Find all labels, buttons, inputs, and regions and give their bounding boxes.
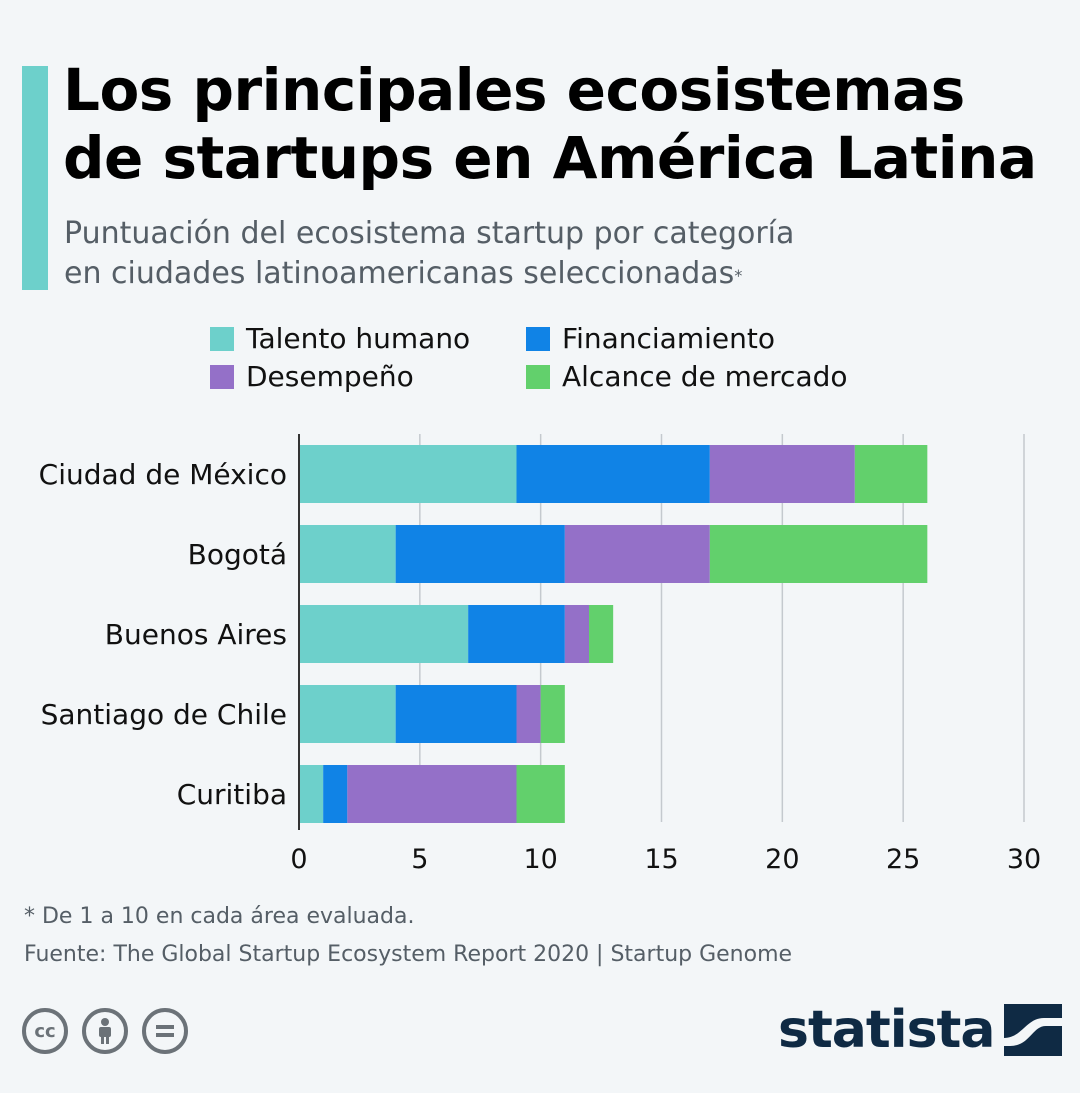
bar-segment (516, 445, 710, 503)
legend-item-financiamiento: Financiamiento (526, 322, 775, 355)
title-line-2: de startups en América Latina (63, 124, 1037, 192)
legend-label-alcance: Alcance de mercado (562, 360, 848, 393)
subtitle-line-1: Puntuación del ecosistema startup por ca… (64, 216, 795, 251)
chart-title: Los principales ecosistemas de startups … (63, 56, 1063, 192)
bar-segment (299, 685, 396, 743)
bar-segment (564, 605, 589, 663)
bar-segment (589, 605, 614, 663)
bar-segment (395, 525, 565, 583)
license-icons: cc (22, 1008, 188, 1054)
cc-icon[interactable]: cc (22, 1008, 68, 1054)
category-label: Ciudad de México (39, 458, 287, 491)
x-tick-label: 0 (290, 844, 307, 875)
x-tick-label: 10 (523, 844, 557, 875)
bar-chart: 0 5 10 15 20 25 30 Ciudad de México Bogotá Buenos… (39, 434, 1041, 875)
bar-segment (564, 525, 710, 583)
title-accent-bar (22, 66, 48, 290)
legend-label-talento: Talento humano (246, 322, 471, 355)
bar-segment (854, 445, 928, 503)
x-tick-label: 30 (1007, 844, 1041, 875)
legend-swatch-financiamiento (526, 326, 550, 351)
legend-swatch-desempeno (210, 364, 234, 389)
bar-segment (395, 685, 517, 743)
statista-mark-icon (1004, 1004, 1063, 1056)
bar-segment (323, 765, 348, 823)
footnote: * De 1 a 10 en cada área evaluada. (24, 904, 415, 929)
bar-segment (516, 765, 565, 823)
legend-item-desempeno: Desempeño (210, 360, 414, 393)
no-derivatives-icon[interactable] (142, 1008, 188, 1054)
subtitle-line-2-wrap: en ciudades latinoamericanas seleccionad… (64, 254, 964, 294)
category-label: Buenos Aires (105, 618, 287, 651)
x-tick-label: 25 (886, 844, 920, 875)
x-tick-label: 20 (765, 844, 799, 875)
bar-segment (516, 685, 541, 743)
x-tick-label: 15 (644, 844, 678, 875)
subtitle-line-2: en ciudades latinoamericanas seleccionad… (64, 256, 735, 291)
legend-swatch-alcance (526, 364, 550, 389)
bar-segment (299, 765, 324, 823)
attribution-icon[interactable] (82, 1008, 128, 1054)
bar-segment (299, 605, 469, 663)
legend-item-alcance: Alcance de mercado (526, 360, 848, 393)
x-tick-label: 5 (411, 844, 428, 875)
bar-segment (540, 685, 565, 743)
legend-swatch-talento (210, 326, 234, 351)
legend: Talento humano Financiamiento Desempeño … (210, 322, 910, 402)
legend-item-talento: Talento humano (210, 322, 470, 355)
bar-segment (299, 525, 396, 583)
bar-segment (468, 605, 565, 663)
subtitle-asterisk: * (734, 266, 743, 285)
source-note: Fuente: The Global Startup Ecosystem Rep… (24, 942, 793, 967)
legend-label-financiamiento: Financiamiento (562, 322, 775, 355)
category-label: Santiago de Chile (41, 698, 287, 731)
bar-segment (347, 765, 517, 823)
chart-subtitle: Puntuación del ecosistema startup por ca… (64, 214, 964, 294)
category-label: Bogotá (188, 538, 287, 571)
legend-label-desempeno: Desempeño (246, 360, 414, 393)
bar-segment (299, 445, 517, 503)
category-label: Curitiba (177, 778, 287, 811)
statista-logo[interactable]: statista (778, 1000, 1063, 1060)
bar-segment (709, 445, 855, 503)
bar-segment (709, 525, 928, 583)
title-line-1: Los principales ecosistemas (63, 56, 965, 124)
brand-wordmark: statista (778, 1000, 995, 1060)
